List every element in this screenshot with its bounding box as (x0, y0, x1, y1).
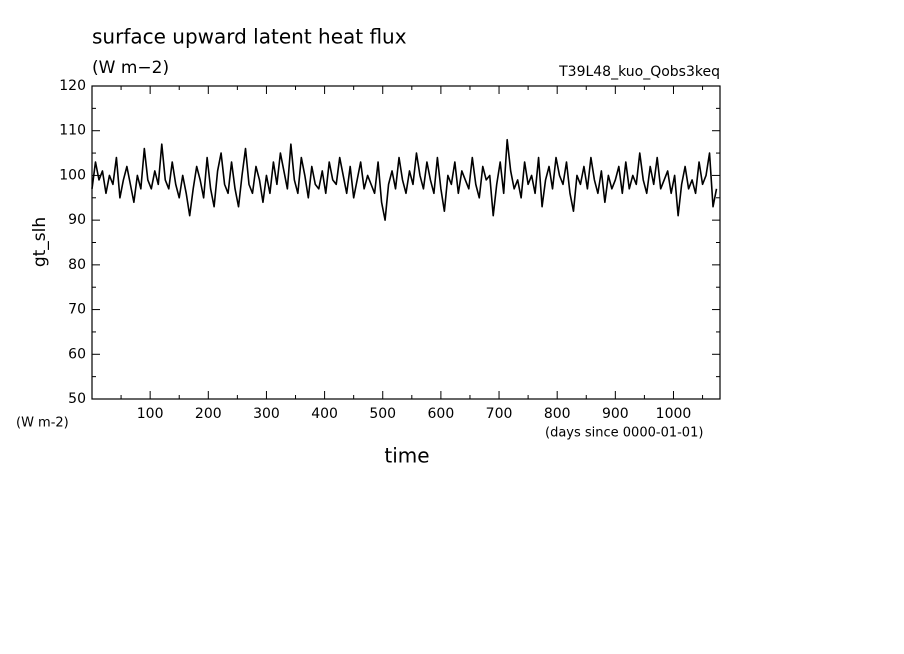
plot-frame (91, 85, 721, 400)
y-tick-label: 80 (68, 257, 86, 273)
y-tick-label: 100 (59, 167, 86, 183)
y-units: (W m-2) (16, 416, 69, 431)
x-tick-label: 600 (428, 406, 455, 422)
x-tick-label: 1000 (656, 406, 692, 422)
x-tick-label: 100 (137, 406, 164, 422)
data-line (91, 138, 718, 221)
x-tick-label: 200 (195, 406, 222, 422)
y-tick-label: 120 (59, 78, 86, 94)
y-axis-label: gt_slh (30, 217, 50, 267)
chart-subtitle: (W m−2) (92, 58, 169, 78)
x-units: (days since 0000-01-01) (545, 426, 703, 441)
x-axis-label: time (384, 444, 429, 468)
x-tick-label: 400 (311, 406, 338, 422)
x-tick-label: 500 (369, 406, 396, 422)
x-tick-label: 800 (544, 406, 571, 422)
x-tick-label: 700 (486, 406, 513, 422)
y-tick-label: 110 (59, 123, 86, 139)
run-label: T39L48_kuo_Qobs3keq (558, 64, 720, 80)
y-tick-label: 50 (68, 391, 86, 407)
x-tick-label: 900 (602, 406, 629, 422)
y-tick-label: 60 (68, 346, 86, 362)
x-tick-label: 300 (253, 406, 280, 422)
y-tick-label: 90 (68, 212, 86, 228)
y-tick-label: 70 (68, 302, 86, 318)
chart-title: surface upward latent heat flux (92, 25, 407, 49)
